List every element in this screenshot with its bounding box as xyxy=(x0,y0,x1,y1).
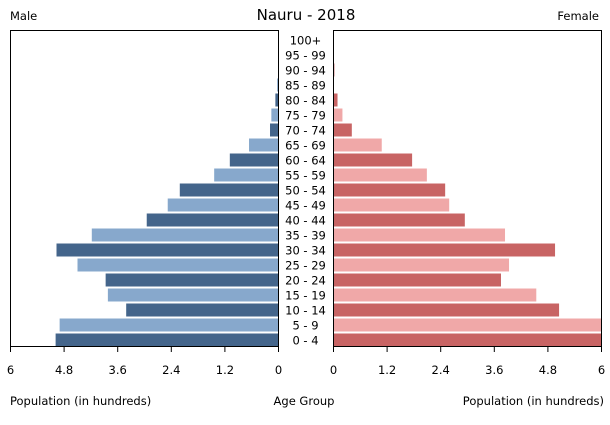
female-tick-label: 6 xyxy=(598,363,605,377)
age-group-label: 100+ xyxy=(290,34,322,48)
male-bar xyxy=(270,123,279,137)
female-tick-label: 2.4 xyxy=(432,363,450,377)
male-tick-label: 6 xyxy=(7,363,14,377)
age-group-label: 20 - 24 xyxy=(285,274,326,288)
male-tick-label: 0 xyxy=(275,363,282,377)
female-bar xyxy=(333,288,537,302)
age-group-label: 10 - 14 xyxy=(285,304,326,318)
female-bar xyxy=(333,138,382,152)
male-bar xyxy=(59,318,279,332)
female-bar xyxy=(333,318,602,332)
male-bar xyxy=(55,333,279,347)
age-group-label: 75 - 79 xyxy=(285,109,326,123)
age-group-label: 55 - 59 xyxy=(285,169,326,183)
female-bar xyxy=(333,243,556,257)
male-bar xyxy=(249,138,279,152)
female-bar xyxy=(333,108,343,122)
female-bar xyxy=(333,333,602,347)
male-bar xyxy=(214,168,279,182)
age-group-label: 70 - 74 xyxy=(285,124,326,138)
male-label: Male xyxy=(10,9,37,23)
female-axis-label: Population (in hundreds) xyxy=(463,394,604,408)
female-bar xyxy=(333,303,560,317)
male-tick-label: 2.4 xyxy=(162,363,180,377)
female-tick-label: 1.2 xyxy=(378,363,396,377)
male-bar xyxy=(105,273,279,287)
male-bar xyxy=(229,153,279,167)
male-bar xyxy=(271,108,279,122)
female-bar xyxy=(333,198,450,212)
male-tick-label: 4.8 xyxy=(55,363,73,377)
age-group-label: 85 - 89 xyxy=(285,79,326,93)
age-group-label: 65 - 69 xyxy=(285,139,326,153)
age-axis-label: Age Group xyxy=(274,394,335,408)
age-group-label: 15 - 19 xyxy=(285,289,326,303)
female-plot-frame xyxy=(333,30,602,347)
female-tick-label: 4.8 xyxy=(539,363,557,377)
chart-title: Nauru - 2018 xyxy=(257,6,356,24)
female-bar xyxy=(333,228,506,242)
age-group-label: 35 - 39 xyxy=(285,229,326,243)
male-tick-label: 1.2 xyxy=(216,363,234,377)
male-bar xyxy=(146,213,279,227)
male-bar xyxy=(107,288,279,302)
male-bar xyxy=(277,78,279,92)
female-bar xyxy=(333,183,446,197)
age-group-label: 45 - 49 xyxy=(285,199,326,213)
age-group-label: 5 - 9 xyxy=(292,319,318,333)
age-group-label: 30 - 34 xyxy=(285,244,326,258)
female-bar xyxy=(333,153,413,167)
female-tick-label: 0 xyxy=(330,363,337,377)
age-group-label: 80 - 84 xyxy=(285,94,326,108)
male-bar xyxy=(179,183,279,197)
female-bar xyxy=(333,273,501,287)
male-bar xyxy=(275,93,279,107)
male-bar xyxy=(91,228,279,242)
female-bar xyxy=(333,123,352,137)
male-bar xyxy=(167,198,279,212)
female-label: Female xyxy=(557,9,599,23)
female-bar xyxy=(333,93,338,107)
male-axis-label: Population (in hundreds) xyxy=(10,394,151,408)
age-group-label: 60 - 64 xyxy=(285,154,326,168)
male-bar xyxy=(56,243,279,257)
age-group-label: 90 - 94 xyxy=(285,64,326,78)
female-bar xyxy=(333,168,427,182)
male-bar xyxy=(126,303,279,317)
male-plot-frame xyxy=(10,30,279,347)
age-group-label: 95 - 99 xyxy=(285,49,326,63)
age-group-label: 25 - 29 xyxy=(285,259,326,273)
male-bar xyxy=(77,258,279,272)
age-group-label: 0 - 4 xyxy=(292,334,318,348)
female-bar xyxy=(333,258,510,272)
age-group-label: 50 - 54 xyxy=(285,184,326,198)
female-bar xyxy=(333,213,465,227)
age-group-label: 40 - 44 xyxy=(285,214,326,228)
male-tick-label: 3.6 xyxy=(109,363,127,377)
female-tick-label: 3.6 xyxy=(485,363,503,377)
